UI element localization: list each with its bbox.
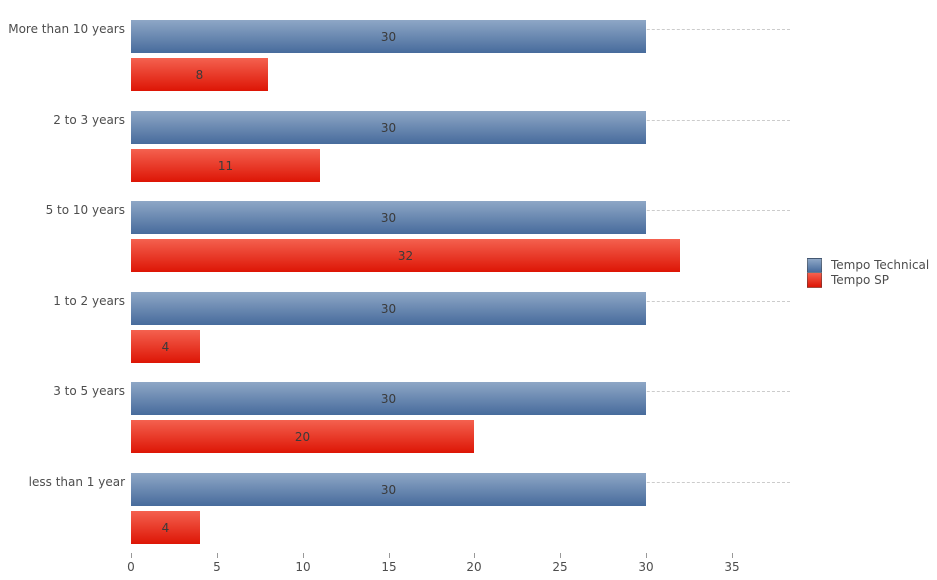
bar-value-label: 8 bbox=[195, 67, 204, 82]
tempo-sp-bar: 32 bbox=[131, 239, 680, 272]
legend-entry-tempo-technical: Tempo Technical bbox=[807, 258, 929, 273]
category-label: 1 to 2 years bbox=[53, 294, 125, 308]
bar-value-label: 30 bbox=[380, 482, 397, 497]
x-axis-tick-mark bbox=[474, 553, 475, 558]
tempo-technical-bar: 30 bbox=[131, 111, 646, 144]
tempo-sp-swatch-icon bbox=[807, 273, 822, 288]
x-axis-tick-mark bbox=[646, 553, 647, 558]
category-label: 5 to 10 years bbox=[45, 203, 125, 217]
tempo-technical-bar: 30 bbox=[131, 201, 646, 234]
x-axis-tick-label: 5 bbox=[213, 560, 221, 574]
legend: Tempo Technical Tempo SP bbox=[807, 258, 929, 288]
tempo-technical-bar: 30 bbox=[131, 473, 646, 506]
bar-value-label: 30 bbox=[380, 391, 397, 406]
legend-label: Tempo SP bbox=[831, 273, 889, 287]
tempo-sp-bar: 20 bbox=[131, 420, 474, 453]
x-axis-tick-mark bbox=[303, 553, 304, 558]
x-axis-tick-mark bbox=[131, 553, 132, 558]
bar-value-label: 4 bbox=[161, 339, 170, 354]
legend-entry-tempo-sp: Tempo SP bbox=[807, 273, 929, 288]
category-label: 2 to 3 years bbox=[53, 113, 125, 127]
x-axis-tick-mark bbox=[732, 553, 733, 558]
tempo-technical-swatch-icon bbox=[807, 258, 822, 273]
x-axis-tick-label: 0 bbox=[127, 560, 135, 574]
legend-label: Tempo Technical bbox=[831, 258, 930, 272]
tempo-technical-bar: 30 bbox=[131, 20, 646, 53]
x-axis-tick-mark bbox=[217, 553, 218, 558]
tempo-sp-bar: 4 bbox=[131, 511, 200, 544]
x-axis-tick-label: 25 bbox=[552, 560, 568, 574]
x-axis-tick-mark bbox=[560, 553, 561, 558]
bar-value-label: 30 bbox=[380, 120, 397, 135]
tempo-sp-bar: 11 bbox=[131, 149, 320, 182]
tempo-sp-bar: 4 bbox=[131, 330, 200, 363]
x-axis-tick-mark bbox=[389, 553, 390, 558]
category-label: less than 1 year bbox=[28, 475, 125, 489]
tempo-technical-bar: 30 bbox=[131, 382, 646, 415]
bar-value-label: 11 bbox=[217, 158, 234, 173]
bar-value-label: 30 bbox=[380, 301, 397, 316]
category-label: 3 to 5 years bbox=[53, 384, 125, 398]
x-axis-tick-label: 30 bbox=[638, 560, 654, 574]
bar-value-label: 30 bbox=[380, 210, 397, 225]
x-axis-tick-label: 15 bbox=[381, 560, 397, 574]
bar-value-label: 20 bbox=[294, 429, 311, 444]
bar-value-label: 4 bbox=[161, 520, 170, 535]
category-label: More than 10 years bbox=[8, 22, 125, 36]
x-axis-tick-label: 35 bbox=[724, 560, 740, 574]
tempo-technical-bar: 30 bbox=[131, 292, 646, 325]
x-axis-tick-label: 20 bbox=[466, 560, 482, 574]
bar-value-label: 30 bbox=[380, 29, 397, 44]
tempo-sp-bar: 8 bbox=[131, 58, 268, 91]
x-axis-tick-label: 10 bbox=[295, 560, 311, 574]
bar-value-label: 32 bbox=[397, 248, 414, 263]
